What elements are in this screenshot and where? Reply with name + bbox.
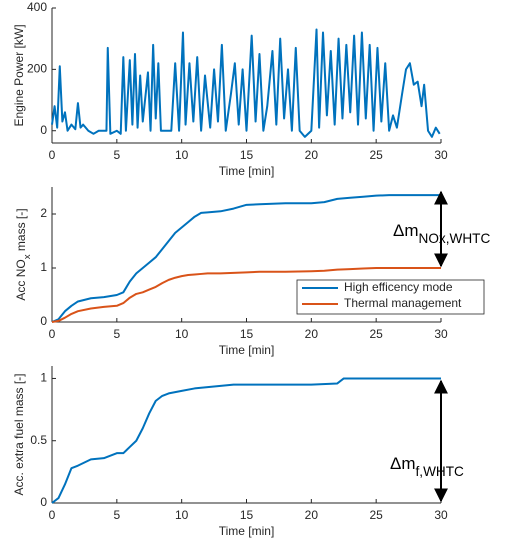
x-tick-label: 0: [49, 327, 56, 341]
x-tick-label: 15: [240, 508, 254, 522]
x-tick-label: 15: [240, 327, 254, 341]
x-tick-label: 10: [175, 148, 189, 162]
x-tick-label: 10: [175, 508, 189, 522]
data-line: [51, 267, 441, 323]
x-axis-label: Time [min]: [219, 343, 275, 357]
y-tick-label: 0: [40, 314, 47, 328]
annotation: ΔmNOx,WHTC: [393, 221, 490, 246]
data-line: [51, 194, 441, 323]
x-tick-label: 30: [434, 148, 448, 162]
y-tick-label: 1: [40, 260, 47, 274]
x-tick-label: 0: [49, 508, 56, 522]
x-tick-label: 20: [305, 508, 319, 522]
x-tick-label: 25: [369, 327, 383, 341]
x-tick-label: 5: [113, 508, 120, 522]
y-axis-label: Acc. extra fuel mass [-]: [12, 373, 26, 495]
y-tick-label: 2: [40, 206, 47, 220]
x-axis-label: Time [min]: [219, 164, 275, 178]
y-tick-label: 0: [40, 495, 47, 509]
x-tick-label: 25: [369, 148, 383, 162]
data-line: [51, 28, 441, 138]
x-tick-label: 30: [434, 508, 448, 522]
x-tick-label: 0: [49, 148, 56, 162]
x-tick-label: 5: [113, 327, 120, 341]
y-tick-label: 0.5: [30, 433, 47, 447]
annotation-sub: f,WHTC: [416, 464, 465, 479]
x-tick-label: 5: [113, 148, 120, 162]
y-axis-label: Engine Power [kW]: [12, 24, 26, 126]
x-tick-label: 20: [305, 327, 319, 341]
annotation-sub: NOx,WHTC: [419, 231, 491, 246]
annotation-part: Δm: [390, 454, 416, 473]
x-tick-label: 10: [175, 327, 189, 341]
y-tick-label: 400: [27, 0, 47, 14]
x-tick-label: 20: [305, 148, 319, 162]
y-tick-label: 0: [40, 123, 47, 137]
y-axis-label-part: mass [-]: [14, 208, 28, 254]
y-tick-label: 1: [40, 371, 47, 385]
legend-label: Thermal management: [344, 296, 462, 310]
legend-box: [296, 279, 485, 315]
y-axis-label-sub: x: [22, 254, 33, 259]
legend-label: High efficency mode: [344, 280, 453, 294]
x-axis-label: Time [min]: [219, 524, 275, 538]
data-line: [51, 377, 441, 504]
x-tick-label: 30: [434, 327, 448, 341]
annotation-part: Δm: [393, 221, 419, 240]
y-axis-label-part: Acc NO: [14, 259, 28, 300]
y-axis-label: Acc NOx mass [-]: [14, 208, 33, 300]
x-tick-label: 25: [369, 508, 383, 522]
x-tick-label: 15: [240, 148, 254, 162]
annotation: Δmf,WHTC: [390, 454, 464, 479]
y-tick-label: 200: [27, 62, 47, 76]
